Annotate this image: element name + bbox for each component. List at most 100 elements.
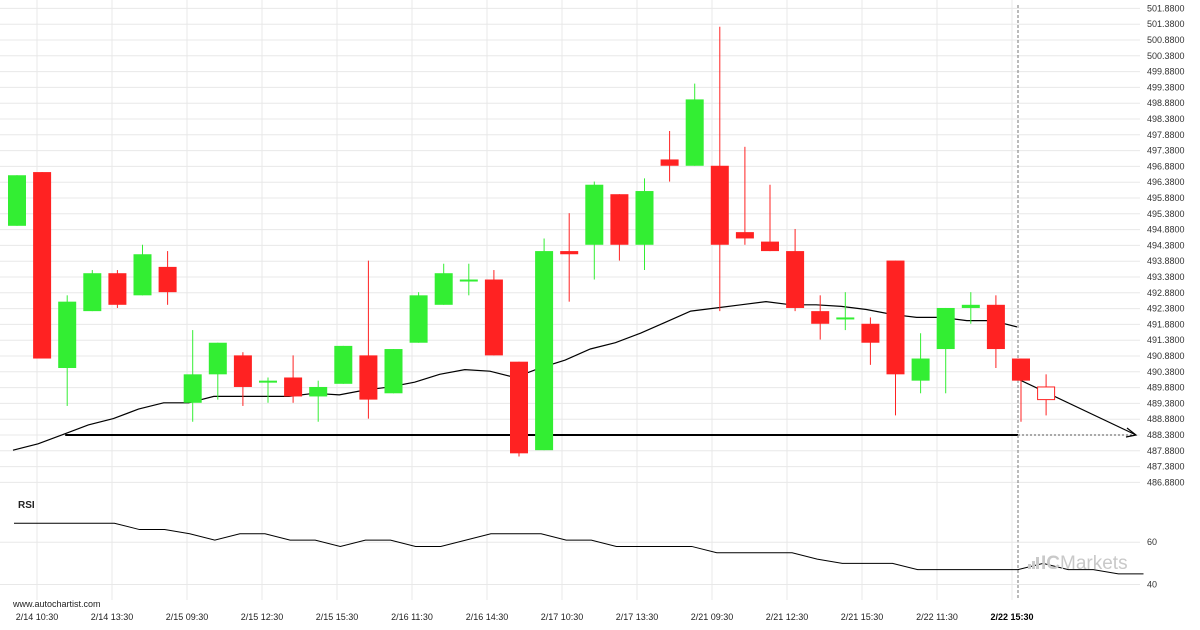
- time-tick-label: 2/14 10:30: [16, 612, 59, 622]
- time-tick-label: 2/14 13:30: [91, 612, 134, 622]
- candles-group: [8, 26, 1056, 457]
- site-watermark: www.autochartist.com: [12, 599, 101, 609]
- candle: [259, 377, 277, 403]
- candle: [936, 307, 955, 394]
- candle: [811, 295, 830, 340]
- candle-body: [33, 172, 52, 359]
- candle-body: [535, 251, 554, 451]
- time-tick-label: 2/21 15:30: [841, 612, 884, 622]
- price-tick-label: 486.8800: [1147, 477, 1185, 487]
- rsi-panel: RSI 60 40: [0, 500, 1157, 589]
- candle: [986, 295, 1005, 369]
- candle: [208, 342, 227, 400]
- candle-body: [1037, 386, 1056, 401]
- price-tick-label: 490.8800: [1147, 351, 1185, 361]
- time-tick-label: 2/15 15:30: [316, 612, 359, 622]
- candle: [685, 83, 704, 166]
- candle-body: [459, 279, 478, 282]
- time-tick-label: 2/16 14:30: [466, 612, 509, 622]
- candle-body: [961, 304, 980, 308]
- candle: [484, 270, 503, 356]
- candle-body: [133, 254, 152, 296]
- candle-body: [208, 342, 227, 375]
- candle-body: [761, 241, 779, 252]
- time-tick-label: 2/15 12:30: [241, 612, 284, 622]
- price-tick-label: 490.3800: [1147, 367, 1185, 377]
- price-tick-label: 493.3800: [1147, 272, 1185, 282]
- candle-body: [635, 191, 654, 245]
- candle-body: [83, 273, 102, 312]
- moving-average-group: [12, 300, 1138, 451]
- candle: [560, 213, 579, 302]
- candle: [33, 172, 52, 359]
- price-tick-label: 497.3800: [1147, 146, 1185, 156]
- rsi-tick-label: 60: [1147, 537, 1157, 547]
- price-tick-label: 491.3800: [1147, 335, 1185, 345]
- candle: [660, 131, 679, 182]
- time-tick-label: 2/17 10:30: [541, 612, 584, 622]
- price-tick-label: 498.3800: [1147, 114, 1185, 124]
- candle-body: [1012, 358, 1030, 381]
- candle: [434, 263, 453, 305]
- candle: [8, 175, 26, 226]
- time-axis: 2/14 10:30 2/14 13:30 2/15 09:30 2/15 12:30…: [16, 612, 1034, 622]
- candle: [635, 178, 654, 271]
- rsi-tick-label: 40: [1147, 579, 1157, 589]
- price-tick-label: 494.8800: [1147, 225, 1185, 235]
- candle: [58, 295, 77, 406]
- candle: [911, 333, 930, 394]
- price-tick-label: 495.3800: [1147, 209, 1185, 219]
- brand-suffix: Markets: [1060, 553, 1128, 574]
- candle: [610, 194, 629, 261]
- candle-body: [434, 273, 453, 305]
- price-tick-label: 500.8800: [1147, 35, 1185, 45]
- candle: [786, 228, 805, 312]
- price-tick-label: 501.3800: [1147, 19, 1185, 29]
- candle: [735, 146, 754, 245]
- candle-body: [585, 184, 604, 245]
- candle-body: [359, 355, 378, 400]
- candle-body: [886, 260, 905, 375]
- candle-body: [334, 345, 353, 384]
- price-tick-label: 492.8800: [1147, 288, 1185, 298]
- candle: [309, 380, 328, 422]
- candle-body: [786, 251, 805, 308]
- price-tick-label: 491.8800: [1147, 319, 1185, 329]
- brand-watermark: ICMarkets: [1041, 553, 1128, 574]
- time-tick-label: 2/21 09:30: [691, 612, 734, 622]
- candle: [334, 345, 353, 384]
- price-tick-label: 488.8800: [1147, 414, 1185, 424]
- candle: [961, 292, 980, 324]
- candle: [886, 260, 905, 416]
- candle: [836, 292, 855, 331]
- candle: [384, 349, 403, 394]
- candle: [861, 317, 880, 365]
- candle: [108, 270, 127, 308]
- candle: [710, 26, 729, 312]
- candle-body: [259, 380, 277, 383]
- candle-body: [284, 377, 303, 397]
- candle-body: [560, 251, 579, 255]
- candle: [83, 270, 102, 312]
- price-tick-label: 492.3800: [1147, 304, 1185, 314]
- candle-body: [8, 175, 26, 226]
- price-tick-label: 487.3800: [1147, 462, 1185, 472]
- candle-body: [183, 374, 202, 403]
- price-axis: 501.8800 501.3800 500.8800 500.3800 499.8800…: [1147, 3, 1185, 487]
- time-tick-label: 2/15 09:30: [166, 612, 209, 622]
- forecast-arrow-head: [1125, 427, 1138, 438]
- candle: [761, 184, 779, 252]
- bar-chart-logo-icon: [1028, 557, 1039, 569]
- price-tick-label: 495.8800: [1147, 193, 1185, 203]
- candle-body: [861, 323, 880, 343]
- candle-body: [660, 159, 679, 166]
- candle-body: [384, 349, 403, 394]
- price-tick-label: 499.8800: [1147, 67, 1185, 77]
- candle-body: [510, 361, 528, 454]
- candle-body: [710, 165, 729, 245]
- time-tick-label: 2/22 11:30: [916, 612, 958, 622]
- price-tick-label: 501.8800: [1147, 3, 1185, 13]
- candle-body: [309, 386, 328, 397]
- candle: [233, 352, 252, 406]
